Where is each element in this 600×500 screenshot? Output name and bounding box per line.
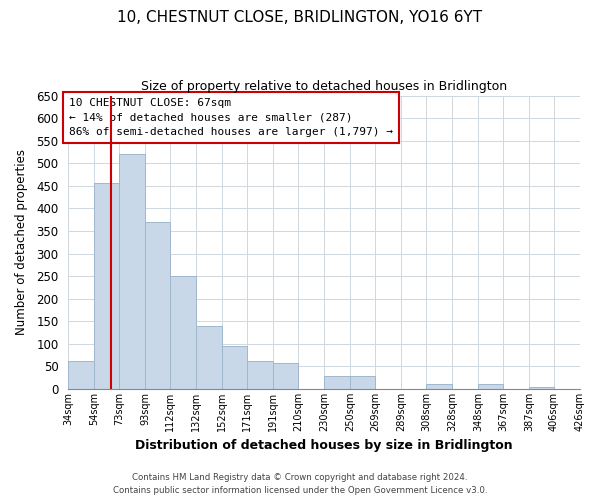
Bar	[223, 346, 247, 389]
Text: 10, CHESTNUT CLOSE, BRIDLINGTON, YO16 6YT: 10, CHESTNUT CLOSE, BRIDLINGTON, YO16 6Y…	[118, 10, 482, 25]
Text: 10 CHESTNUT CLOSE: 67sqm
← 14% of detached houses are smaller (287)
86% of semi-: 10 CHESTNUT CLOSE: 67sqm ← 14% of detach…	[69, 98, 393, 138]
X-axis label: Distribution of detached houses by size in Bridlington: Distribution of detached houses by size …	[136, 440, 513, 452]
Bar	[324, 376, 350, 389]
Title: Size of property relative to detached houses in Bridlington: Size of property relative to detached ho…	[141, 80, 507, 93]
Text: Contains HM Land Registry data © Crown copyright and database right 2024.
Contai: Contains HM Land Registry data © Crown c…	[113, 474, 487, 495]
Bar	[426, 384, 452, 389]
Bar	[119, 154, 145, 389]
Bar	[68, 360, 94, 389]
Bar	[529, 387, 554, 389]
Bar	[273, 364, 298, 389]
Bar	[580, 388, 600, 389]
Y-axis label: Number of detached properties: Number of detached properties	[15, 150, 28, 336]
Bar	[94, 182, 119, 389]
Bar	[350, 376, 375, 389]
Bar	[247, 361, 273, 389]
Bar	[170, 276, 196, 389]
Bar	[196, 326, 223, 389]
Bar	[478, 384, 503, 389]
Bar	[145, 222, 170, 389]
